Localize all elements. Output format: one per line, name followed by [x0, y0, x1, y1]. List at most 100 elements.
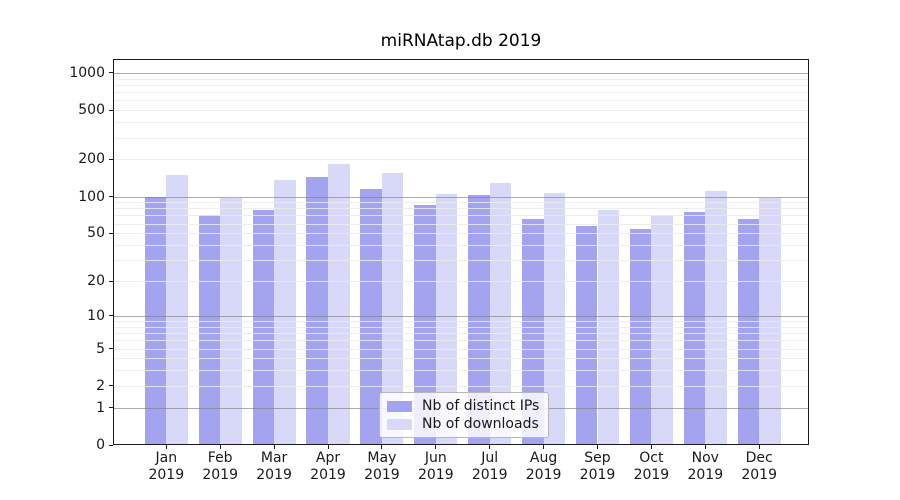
gridline-minor: [113, 110, 809, 112]
bar-nb-of-distinct-ips-oct: [629, 229, 652, 445]
x-tick-month: Jul: [481, 450, 499, 466]
y-tick-label-5: 5: [96, 340, 105, 357]
x-tick-month: Nov: [691, 450, 719, 466]
x-tick-year: 2019: [148, 467, 185, 483]
bar-nb-of-downloads-aug: [543, 192, 566, 445]
x-tick-mark: [597, 445, 598, 449]
bar-nb-of-downloads-jan: [166, 174, 188, 445]
x-tick-month: Mar: [260, 450, 288, 466]
bar-nb-of-downloads-may: [381, 172, 404, 445]
y-tick-label-500: 500: [78, 102, 105, 119]
y-tick-label-50: 50: [87, 225, 105, 242]
bar-nb-of-downloads-jun: [435, 194, 458, 445]
bar-nb-of-downloads-apr: [328, 164, 350, 445]
x-tick-label-aug: Aug 2019: [504, 450, 584, 484]
x-tick-year: 2019: [687, 467, 724, 483]
bar-nb-of-distinct-ips-feb: [198, 214, 221, 445]
bar-nb-of-downloads-nov: [705, 191, 727, 445]
gridline-minor: [113, 370, 809, 372]
x-tick-year: 2019: [364, 467, 400, 483]
gridline-minor: [113, 122, 809, 124]
x-tick-year: 2019: [310, 467, 346, 483]
gridline-minor: [113, 321, 809, 322]
chart-title: miRNAtap.db 2019: [380, 31, 542, 51]
gridline-minor: [113, 215, 809, 217]
x-tick-year: 2019: [417, 467, 454, 483]
x-tick-label-dec: Dec 2019: [719, 450, 799, 484]
x-tick-month: Jan: [155, 450, 178, 466]
legend-swatch-nb-of-distinct-ips: [387, 400, 412, 412]
x-tick-year: 2019: [741, 467, 777, 483]
bar-nb-of-distinct-ips-dec: [737, 219, 760, 445]
x-tick-month: Dec: [745, 450, 773, 466]
gridline-major: [113, 72, 809, 74]
y-tick-label-100: 100: [78, 188, 105, 205]
gridline-minor: [113, 208, 809, 210]
x-tick-label-oct: Oct 2019: [611, 450, 691, 484]
bar-nb-of-distinct-ips-apr: [306, 177, 328, 445]
legend: Nb of distinct IPs Nb of downloads: [379, 392, 550, 438]
gridline-minor: [113, 260, 809, 262]
gridline-minor: [113, 84, 809, 86]
bar-nb-of-distinct-ips-aug: [522, 218, 544, 445]
bar-nb-of-distinct-ips-jul: [468, 194, 490, 445]
gridline-minor: [113, 245, 809, 246]
gridline-minor: [113, 223, 809, 225]
x-tick-year: 2019: [256, 467, 292, 483]
x-tick-year: 2019: [633, 467, 670, 483]
x-tick-month: Sep: [584, 450, 611, 466]
y-tick-label-0: 0: [96, 437, 105, 453]
y-tick-mark: [109, 348, 113, 349]
gridline-minor: [113, 340, 809, 342]
x-tick-month: Feb: [207, 450, 233, 466]
x-tick-mark: [543, 445, 545, 449]
bar-nb-of-distinct-ips-jun: [414, 205, 436, 445]
x-tick-month: May: [367, 450, 397, 466]
bar-nb-of-downloads-jul: [489, 182, 512, 445]
y-tick-label-20: 20: [87, 273, 105, 289]
x-tick-mark: [650, 445, 652, 449]
y-tick-mark: [109, 280, 113, 282]
x-tick-month: Aug: [529, 450, 558, 466]
x-tick-label-sep: Sep 2019: [558, 450, 638, 484]
x-tick-month: Apr: [315, 450, 341, 466]
x-tick-year: 2019: [471, 467, 508, 483]
y-tick-mark: [109, 72, 113, 74]
x-tick-mark: [273, 445, 275, 449]
bar-nb-of-downloads-mar: [274, 180, 296, 445]
gridline-minor: [113, 348, 809, 350]
y-tick-mark: [109, 196, 113, 197]
x-tick-year: 2019: [202, 467, 238, 483]
plot-area: Nb of distinct IPs Nb of downloads: [113, 59, 809, 445]
x-tick-label-apr: Apr 2019: [288, 450, 368, 484]
x-tick-mark: [165, 445, 167, 449]
legend-swatch-nb-of-downloads: [387, 418, 412, 430]
gridline-major: [113, 315, 809, 317]
gridline-major: [113, 196, 809, 198]
y-tick-mark: [109, 407, 113, 409]
x-tick-mark: [327, 445, 329, 449]
bar-nb-of-downloads-oct: [651, 215, 673, 445]
x-tick-mark: [435, 445, 437, 449]
x-tick-mark: [381, 445, 383, 449]
y-tick-mark: [109, 385, 113, 387]
x-tick-mark: [704, 445, 706, 449]
y-tick-mark: [109, 232, 113, 234]
x-tick-label-jun: Jun 2019: [396, 450, 476, 484]
spine-bottom: [113, 444, 809, 445]
spine-left: [113, 59, 114, 445]
y-tick-label-2: 2: [96, 377, 105, 394]
y-tick-mark: [109, 109, 113, 111]
gridline-minor: [113, 385, 809, 387]
gridline-minor: [113, 233, 809, 235]
bar-nb-of-distinct-ips-jan: [144, 196, 167, 445]
x-tick-label-jul: Jul 2019: [450, 450, 530, 484]
gridline-minor: [113, 92, 809, 94]
gridline-minor: [113, 159, 809, 161]
x-tick-mark: [219, 445, 221, 449]
gridline-minor: [113, 202, 809, 204]
spine-right: [808, 59, 809, 445]
x-tick-month: Oct: [639, 450, 664, 466]
spine-top: [113, 59, 809, 60]
